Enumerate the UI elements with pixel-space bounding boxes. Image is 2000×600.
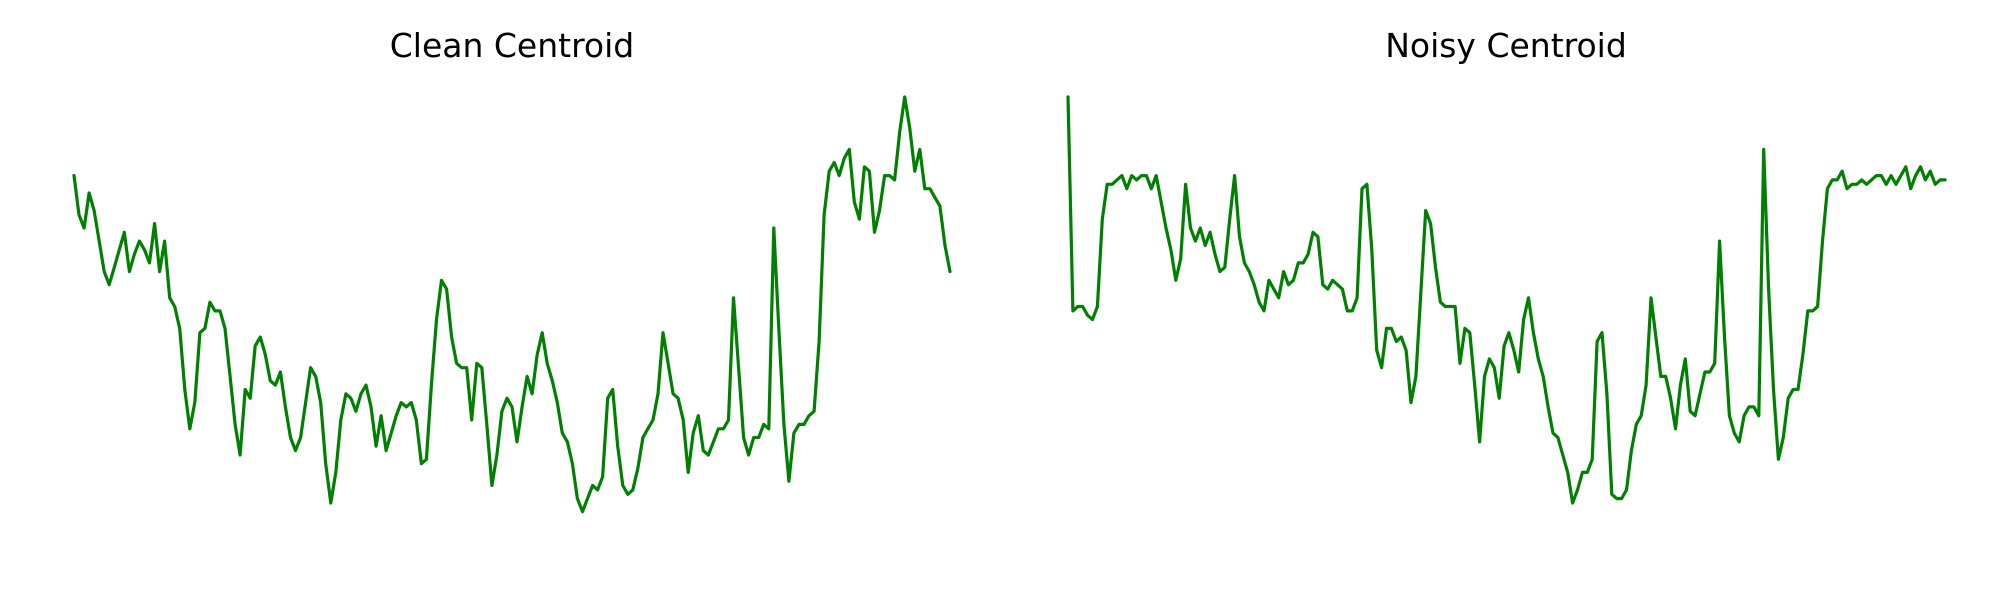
chart-title: Clean Centroid [390, 26, 635, 65]
chart-title: Noisy Centroid [1385, 26, 1627, 65]
noisy-centroid-panel: Noisy Centroid [1066, 26, 1947, 505]
series-line [1066, 95, 1947, 505]
series-line [72, 95, 952, 514]
clean-centroid-panel: Clean Centroid [72, 26, 952, 514]
